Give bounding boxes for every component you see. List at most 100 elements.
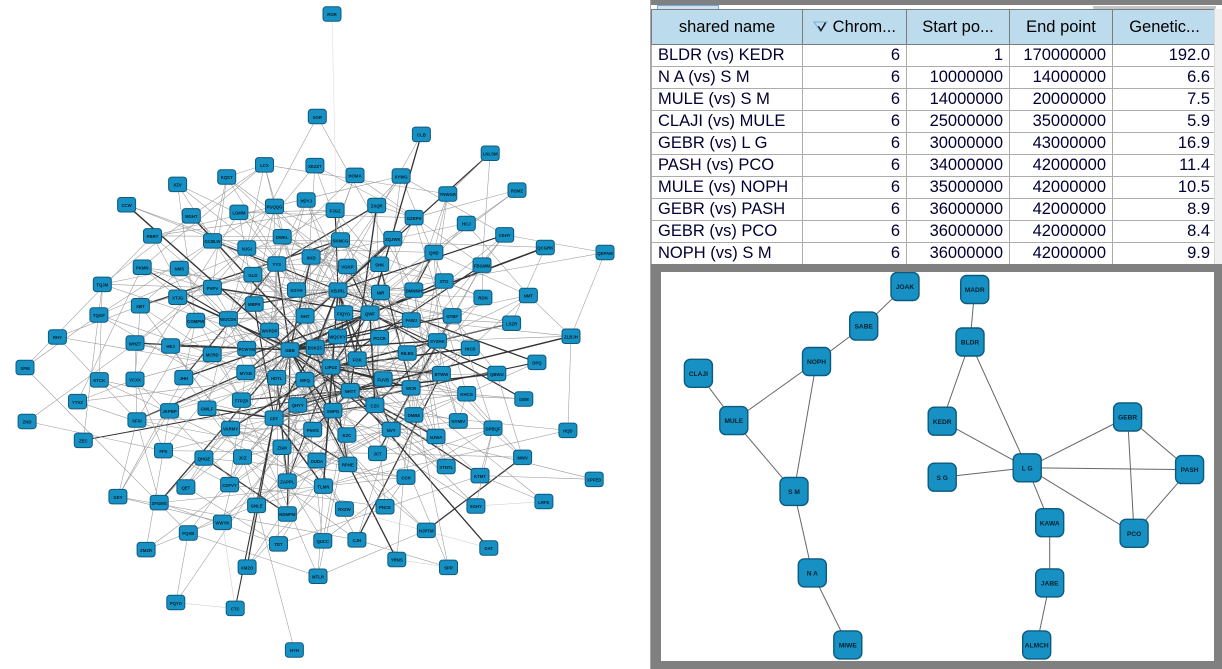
svg-text:L G: L G	[1022, 465, 1033, 472]
svg-text:ZGM: ZGM	[277, 445, 287, 450]
svg-text:MYXB: MYXB	[240, 371, 252, 376]
svg-text:NOPH: NOPH	[807, 359, 826, 366]
svg-text:FUVB: FUVB	[377, 377, 389, 382]
svg-text:RSMZ: RSMZ	[511, 188, 524, 193]
svg-text:GWLF: GWLF	[201, 406, 214, 411]
svg-text:STG: STG	[440, 279, 449, 284]
svg-text:JCZ: JCZ	[238, 455, 246, 460]
svg-text:PKMN: PKMN	[136, 266, 149, 271]
svg-text:QHGE: QHGE	[198, 456, 211, 461]
svg-text:XBT: XBT	[136, 304, 145, 309]
svg-text:STNTL: STNTL	[439, 465, 453, 470]
svg-text:GTBF: GTBF	[446, 314, 458, 319]
svg-text:ROR: ROR	[327, 12, 337, 17]
svg-text:XMZO: XMZO	[241, 565, 254, 570]
svg-text:KBJRL: KBJRL	[331, 288, 346, 293]
svg-text:HEJ: HEJ	[166, 344, 175, 349]
svg-text:PUQQG: PUQQG	[267, 205, 284, 210]
svg-text:SHK: SHK	[375, 263, 385, 268]
svg-text:NIR: NIR	[377, 291, 385, 296]
svg-text:CZC: CZC	[370, 403, 379, 408]
svg-text:YYS: YYS	[272, 262, 281, 267]
svg-text:QET: QET	[181, 485, 190, 490]
svg-text:QCGRK: QCGRK	[537, 246, 554, 251]
svg-text:SYZHK: SYZHK	[430, 339, 445, 344]
svg-text:QUCC: QUCC	[316, 539, 329, 544]
svg-text:SKMCG: SKMCG	[333, 238, 350, 243]
svg-text:KZC: KZC	[342, 433, 351, 438]
svg-text:JOAK: JOAK	[896, 284, 915, 291]
svg-text:ALMCH: ALMCH	[1025, 643, 1049, 650]
svg-text:XKD: XKD	[307, 255, 316, 260]
svg-text:KQST: KQST	[221, 175, 233, 180]
svg-text:GZRFH: GZRFH	[407, 216, 422, 221]
svg-text:PNCE: PNCE	[379, 505, 391, 510]
svg-text:QHD: QHD	[429, 251, 439, 256]
svg-text:LRFE: LRFE	[538, 500, 549, 505]
svg-text:MBPR: MBPR	[248, 302, 262, 307]
svg-text:ZFGMS: ZFGMS	[152, 501, 167, 506]
svg-text:PASH: PASH	[1181, 467, 1199, 474]
svg-text:ZMZR: ZMZR	[140, 548, 153, 553]
svg-text:GCBLW: GCBLW	[205, 239, 222, 244]
svg-text:PCO: PCO	[1127, 531, 1141, 538]
svg-text:NHT: NHT	[301, 314, 310, 319]
svg-text:ZND: ZND	[23, 420, 32, 425]
svg-text:COMPW: COMPW	[187, 319, 205, 324]
svg-text:HDTL: HDTL	[271, 376, 283, 381]
svg-text:JCT: JCT	[373, 452, 381, 457]
svg-text:GNLE: GNLE	[251, 504, 263, 509]
svg-text:HJPTM: HJPTM	[419, 529, 434, 534]
svg-text:QHYY: QHYY	[292, 403, 304, 408]
svg-text:HQD: HQD	[563, 429, 573, 434]
svg-text:SPM: SPM	[20, 366, 30, 371]
svg-text:SGHY: SGHY	[470, 504, 482, 509]
svg-text:JKPBP: JKPBP	[162, 409, 176, 414]
svg-text:MWV: MWV	[517, 456, 528, 461]
svg-text:VGKP: VGKP	[341, 265, 353, 270]
svg-text:PNVG: PNVG	[307, 428, 320, 433]
svg-text:TDT: TDT	[274, 542, 283, 547]
svg-text:HOMA: HOMA	[348, 174, 361, 179]
svg-text:DWKL: DWKL	[276, 235, 289, 240]
svg-text:WUCDK: WUCDK	[220, 317, 237, 322]
svg-text:RILBS: RILBS	[401, 351, 414, 356]
svg-text:YTVZ: YTVZ	[72, 400, 83, 405]
svg-text:DAT: DAT	[485, 546, 494, 551]
svg-text:KTCK: KTCK	[93, 378, 106, 383]
svg-text:LSZR: LSZR	[506, 321, 518, 326]
svg-text:LGMM: LGMM	[232, 211, 246, 216]
svg-text:XEZZT: XEZZT	[308, 164, 322, 169]
svg-text:TQGF: TQGF	[93, 313, 105, 318]
svg-text:BTWW: BTWW	[434, 372, 449, 377]
svg-text:SOR: SOR	[313, 115, 323, 120]
svg-text:RPHE: RPHE	[342, 463, 354, 468]
svg-text:NYMIV: NYMIV	[451, 419, 465, 424]
svg-text:NMS: NMS	[175, 267, 185, 272]
svg-text:JHH: JHH	[179, 376, 188, 381]
svg-text:SFXI: SFXI	[132, 418, 142, 423]
svg-text:CLB: CLB	[417, 133, 426, 138]
svg-text:KAWA: KAWA	[1040, 520, 1060, 527]
svg-text:VCXX: VCXX	[129, 378, 141, 383]
svg-text:FIQYG: FIQYG	[337, 311, 351, 316]
svg-text:MIWE: MIWE	[839, 643, 858, 650]
svg-text:XPFED: XPFED	[587, 478, 601, 483]
svg-text:ZLBJH: ZLBJH	[564, 334, 578, 339]
svg-text:FAWJ: FAWJ	[405, 318, 417, 323]
svg-text:NJWA: NJWA	[430, 435, 442, 440]
svg-text:LIPUZ: LIPUZ	[325, 365, 338, 370]
svg-text:PBRT: PBRT	[147, 234, 159, 239]
svg-text:FOK: FOK	[353, 357, 363, 362]
svg-text:MULE: MULE	[724, 418, 743, 425]
svg-text:S M: S M	[788, 489, 800, 496]
svg-text:BLDR: BLDR	[961, 340, 980, 347]
svg-text:LNLSM: LNLSM	[483, 151, 498, 156]
svg-text:FFK: FFK	[159, 449, 168, 454]
svg-text:GBB: GBB	[285, 348, 295, 353]
svg-text:TNWGR: TNWGR	[440, 192, 457, 197]
svg-text:CEHY: CEHY	[499, 233, 511, 238]
svg-text:GSYH: GSYH	[290, 288, 302, 293]
svg-text:QWF: QWF	[365, 311, 375, 316]
svg-text:WQCKY: WQCKY	[329, 335, 346, 340]
